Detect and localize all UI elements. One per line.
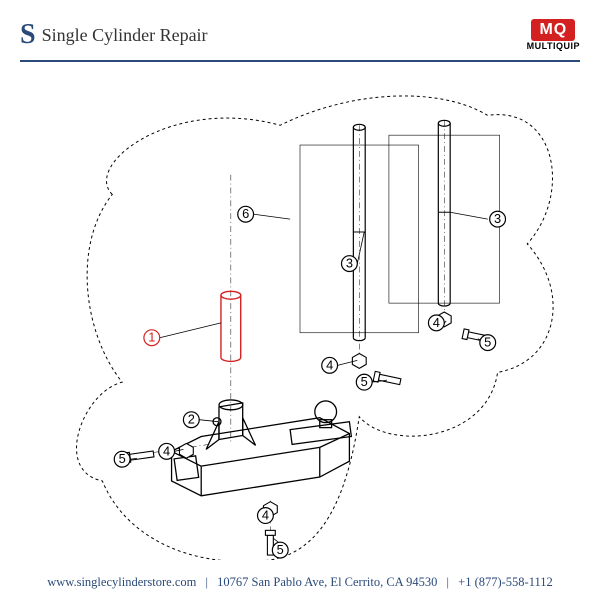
callouts: 1 2 3 3 4 4 4 4 5 5 5 5 6: [114, 206, 505, 558]
footer-sep: |: [205, 575, 208, 589]
hitch-ball: [290, 401, 351, 444]
diagram-svg: 1 2 3 3 4 4 4 4 5 5 5 5 6: [20, 66, 580, 560]
callout-number: 3: [494, 211, 501, 226]
callout-number: 6: [242, 206, 249, 221]
callout-number: 5: [484, 335, 491, 350]
header-divider: [20, 60, 580, 62]
mq-sub: MULTIQUIP: [527, 41, 580, 51]
callout-number: 4: [433, 315, 440, 330]
part-2-bracket: [172, 400, 350, 496]
exploded-diagram: 1 2 3 3 4 4 4 4 5 5 5 5 6: [20, 66, 580, 560]
mq-logo: MQ: [531, 19, 575, 41]
callout-number: 5: [277, 542, 284, 557]
footer-website: www.singlecylinderstore.com: [47, 575, 196, 589]
callout-number: 4: [262, 507, 269, 522]
footer-address: 10767 San Pablo Ave, El Cerrito, CA 9453…: [217, 575, 437, 589]
header: S Single Cylinder Repair MQ MULTIQUIP: [0, 10, 600, 60]
footer-sep: |: [447, 575, 450, 589]
callout-number: 5: [361, 374, 368, 389]
callout-number: 1: [148, 330, 155, 345]
callout-number: 5: [119, 451, 126, 466]
brand-initial-icon: S: [20, 19, 36, 51]
footer: www.singlecylinderstore.com | 10767 San …: [0, 575, 600, 590]
brand-left: S Single Cylinder Repair: [20, 19, 208, 51]
footer-phone: +1 (877)-558-1112: [458, 575, 553, 589]
callout-number: 4: [163, 443, 170, 458]
brand-name: Single Cylinder Repair: [42, 25, 208, 46]
callout-number: 4: [326, 357, 333, 372]
callout-number: 2: [188, 412, 195, 427]
boundary-dash: [77, 96, 554, 560]
callout-number: 3: [346, 256, 353, 271]
brand-right: MQ MULTIQUIP: [527, 19, 580, 51]
